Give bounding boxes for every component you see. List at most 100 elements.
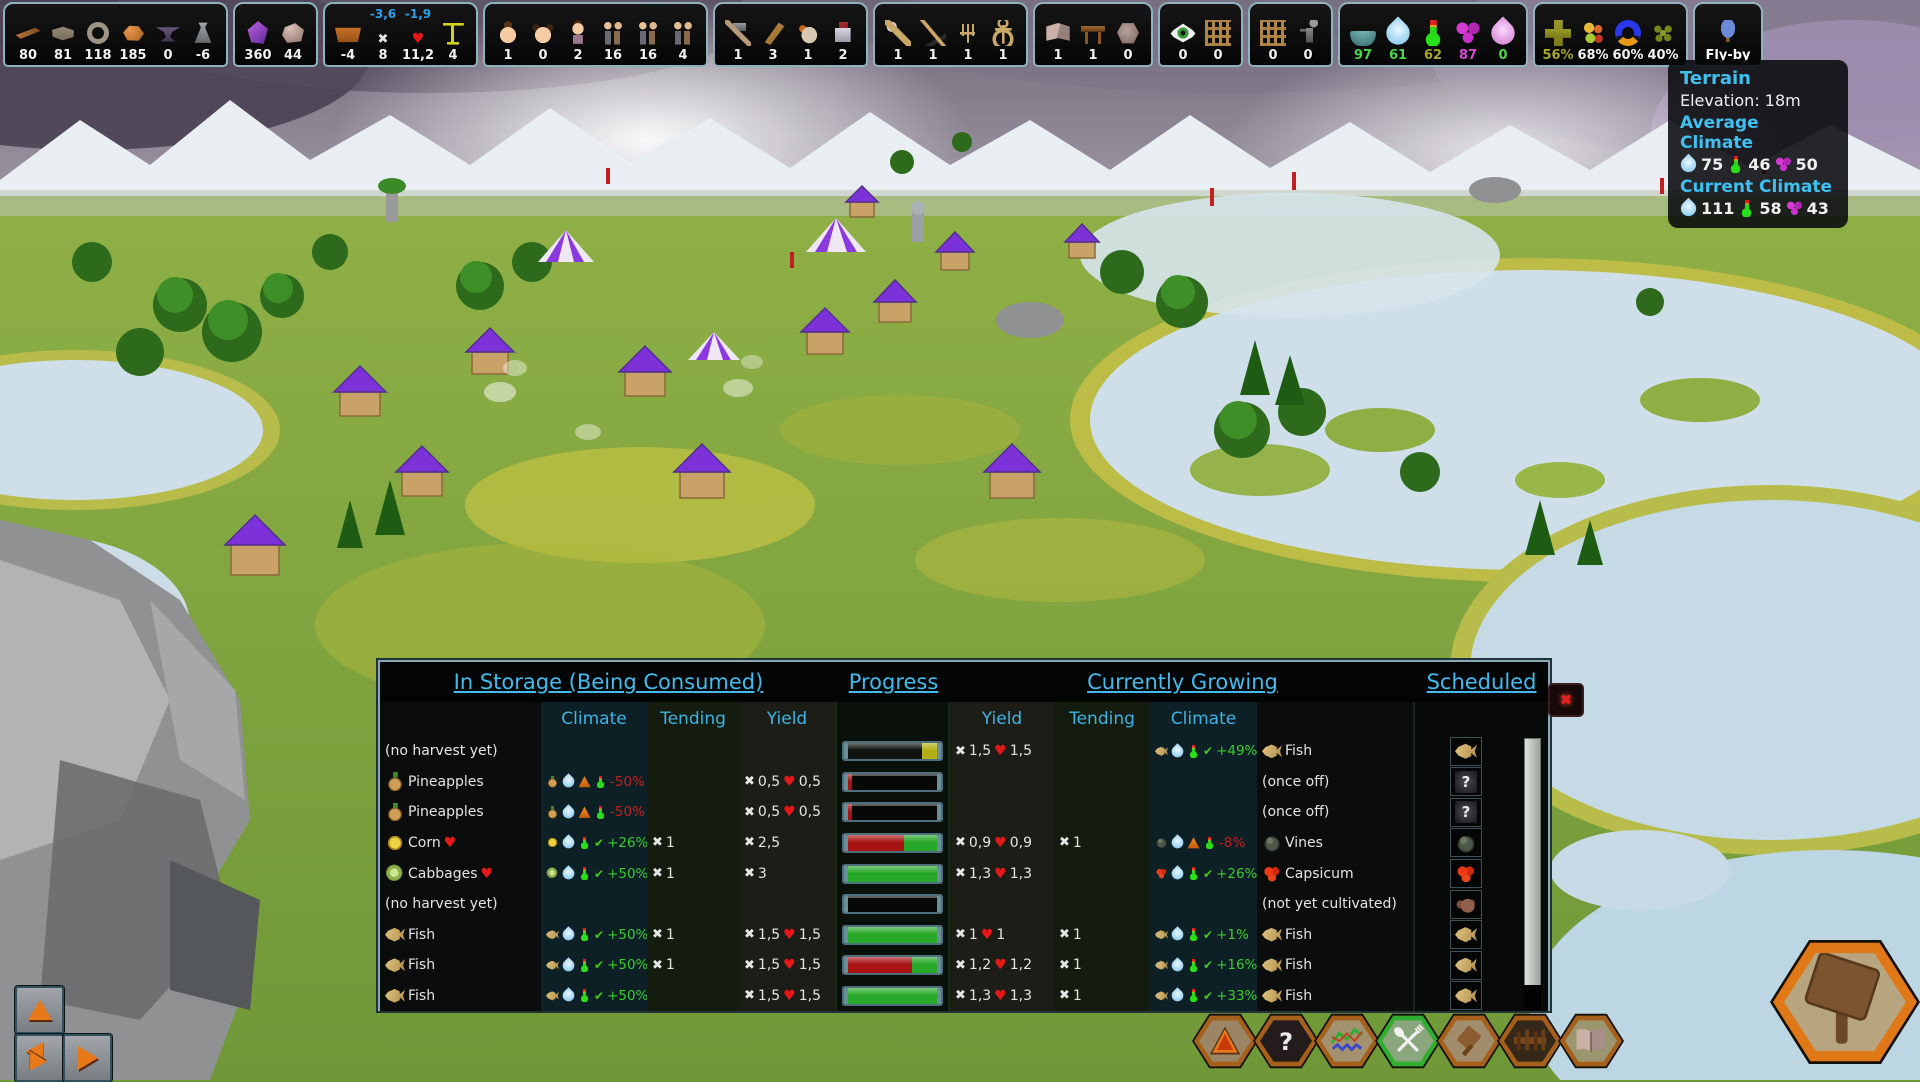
records-button[interactable] — [1558, 1013, 1624, 1069]
resource-plank[interactable]: 3 — [756, 7, 790, 63]
resource-baby-girl[interactable]: 0 — [526, 7, 560, 63]
growing-name-cell[interactable]: (once off) — [1257, 766, 1415, 798]
value-text: 1,5 — [798, 957, 821, 974]
scheduled-fish-button[interactable] — [1450, 736, 1482, 766]
resource-pot[interactable]: 0 — [1111, 7, 1145, 63]
crop-name-cell[interactable]: (no harvest yet) — [380, 888, 541, 920]
resource-sack[interactable]: -6 — [186, 7, 220, 63]
progress-segment — [911, 957, 941, 974]
progress-cell — [837, 766, 950, 798]
resource-mallet[interactable]: 1 — [721, 7, 755, 63]
resource-worker-pairs[interactable]: 16 — [631, 7, 665, 63]
resource-food-variety[interactable]: 68% — [1576, 7, 1610, 63]
resource-anchor[interactable]: 1 — [986, 7, 1020, 63]
resource-eye[interactable]: 0 — [1166, 7, 1200, 63]
crop-name-cell[interactable]: Fish — [380, 980, 541, 1012]
resource-value: 0 — [163, 48, 173, 63]
clay-icon — [123, 25, 144, 41]
resource-adult-pairs[interactable]: 16 — [596, 7, 630, 63]
resource-pump[interactable]: 0 — [1291, 7, 1325, 63]
scheduled-question-button[interactable]: ? — [1450, 797, 1482, 827]
resource-balance[interactable]: 4 — [436, 7, 470, 63]
crop-name-cell[interactable]: Fish — [380, 949, 541, 981]
crop-name-cell[interactable]: Corn ♥ — [380, 827, 541, 859]
value-text: Fish — [408, 926, 436, 943]
resource-animal[interactable]: 1 — [791, 7, 825, 63]
play-speed-button[interactable] — [63, 1034, 112, 1082]
resource-contraption[interactable]: 0 — [1201, 7, 1235, 63]
close-button[interactable]: ✖ — [1548, 683, 1584, 717]
resource-crystal[interactable]: 360 — [241, 7, 275, 63]
crop-name-cell[interactable]: (no harvest yet) — [380, 736, 541, 767]
alerts-button[interactable] — [1192, 1013, 1258, 1069]
resource-baby-boy[interactable]: 1 — [491, 7, 525, 63]
book-icon — [1046, 23, 1070, 41]
resource-raft[interactable]: 0 — [1256, 7, 1290, 63]
resource-value: 1 — [503, 48, 513, 63]
resource-elder-pairs[interactable]: 4 — [666, 7, 700, 63]
crop-name-cell[interactable]: Pineapples — [380, 766, 541, 798]
resource-food[interactable]: -3,6 ✖ 8 — [366, 7, 400, 63]
growing-name-cell[interactable]: (not yet cultivated) — [1257, 888, 1415, 920]
growing-name-cell[interactable]: Fish — [1257, 949, 1415, 981]
resource-bench[interactable]: 1 — [1076, 7, 1110, 63]
growing-name-cell[interactable]: Fish — [1257, 919, 1415, 950]
growing-name-cell[interactable]: Capsicum — [1257, 858, 1415, 889]
resource-clay[interactable]: 185 — [116, 7, 150, 63]
resource-pink-fluid[interactable]: 0 — [1486, 7, 1520, 63]
bag-icon — [194, 22, 212, 43]
growing-name-cell[interactable]: Fish — [1257, 736, 1415, 767]
scheduled-pig-button[interactable] — [1450, 889, 1482, 919]
storage-climate-cell: ✔ +26% — [541, 827, 647, 859]
resource-axe[interactable]: 1 — [881, 7, 915, 63]
resource-water[interactable]: 61 — [1381, 7, 1415, 63]
resource-vegetation[interactable]: 40% — [1646, 7, 1680, 63]
scheduled-question-button[interactable]: ? — [1450, 767, 1482, 797]
resource-temperature[interactable]: 62 — [1416, 7, 1450, 63]
food-management-button[interactable] — [1375, 1013, 1441, 1069]
resource-activity-ring[interactable]: 60% — [1611, 7, 1645, 63]
resource-scythe[interactable]: 1 — [916, 7, 950, 63]
scheduled-fish-button[interactable] — [1450, 950, 1482, 980]
terraform-button[interactable] — [1436, 1013, 1502, 1069]
growing-name-cell[interactable]: (once off) — [1257, 797, 1415, 828]
resource-anvil[interactable]: 0 — [151, 7, 185, 63]
scheduled-fish-button[interactable] — [1450, 920, 1482, 950]
crop-name-cell[interactable]: Fish — [380, 919, 541, 950]
resource-fertility[interactable]: 87 — [1451, 7, 1485, 63]
scheduled-scrollbar[interactable] — [1524, 738, 1541, 986]
resource-child[interactable]: 2 — [561, 7, 595, 63]
resource-health-rate[interactable]: 56% — [1541, 7, 1575, 63]
help-button[interactable]: ? — [1253, 1013, 1319, 1069]
rotate-view-button[interactable] — [15, 1034, 64, 1082]
resource-stone[interactable]: 81 — [46, 7, 80, 63]
flyby-button[interactable]: Fly-by — [1701, 7, 1755, 63]
structures-button[interactable] — [1497, 1013, 1563, 1069]
growing-climate-cell: ✔ +33% — [1150, 980, 1257, 1012]
pitchfork-icon — [955, 20, 981, 46]
heart-icon: ♥ — [783, 773, 796, 790]
resource-book[interactable]: 1 — [1041, 7, 1075, 63]
resource-health[interactable]: -1,9 ♥ 11,2 — [401, 7, 435, 63]
average-fertility: 50 — [1795, 155, 1818, 174]
scheduled-vines-button[interactable] — [1450, 828, 1482, 858]
growing-name-cell[interactable]: Fish — [1257, 980, 1415, 1012]
crop-name-cell[interactable]: Cabbages ♥ — [380, 858, 541, 889]
resource-pitchfork[interactable]: 1 — [951, 7, 985, 63]
pan-up-button[interactable] — [15, 986, 64, 1034]
resource-value: 1 — [1053, 48, 1063, 63]
resource-wood[interactable]: 80 — [11, 7, 45, 63]
resource-storage-cart[interactable]: -4 — [331, 7, 365, 63]
scheduled-capsicum-button[interactable] — [1450, 859, 1482, 889]
thermo-icon — [578, 836, 591, 850]
resource-rope[interactable]: 118 — [81, 7, 115, 63]
resource-value: 44 — [283, 48, 303, 63]
scheduled-fish-button[interactable] — [1450, 981, 1482, 1011]
statistics-button[interactable] — [1314, 1013, 1380, 1069]
resource-ore[interactable]: 44 — [276, 7, 310, 63]
resource-church[interactable]: 2 — [826, 7, 860, 63]
resource-water-bowl[interactable]: 97 — [1346, 7, 1380, 63]
growing-name-cell[interactable]: Vines — [1257, 827, 1415, 859]
crop-name-cell[interactable]: Pineapples — [380, 797, 541, 828]
